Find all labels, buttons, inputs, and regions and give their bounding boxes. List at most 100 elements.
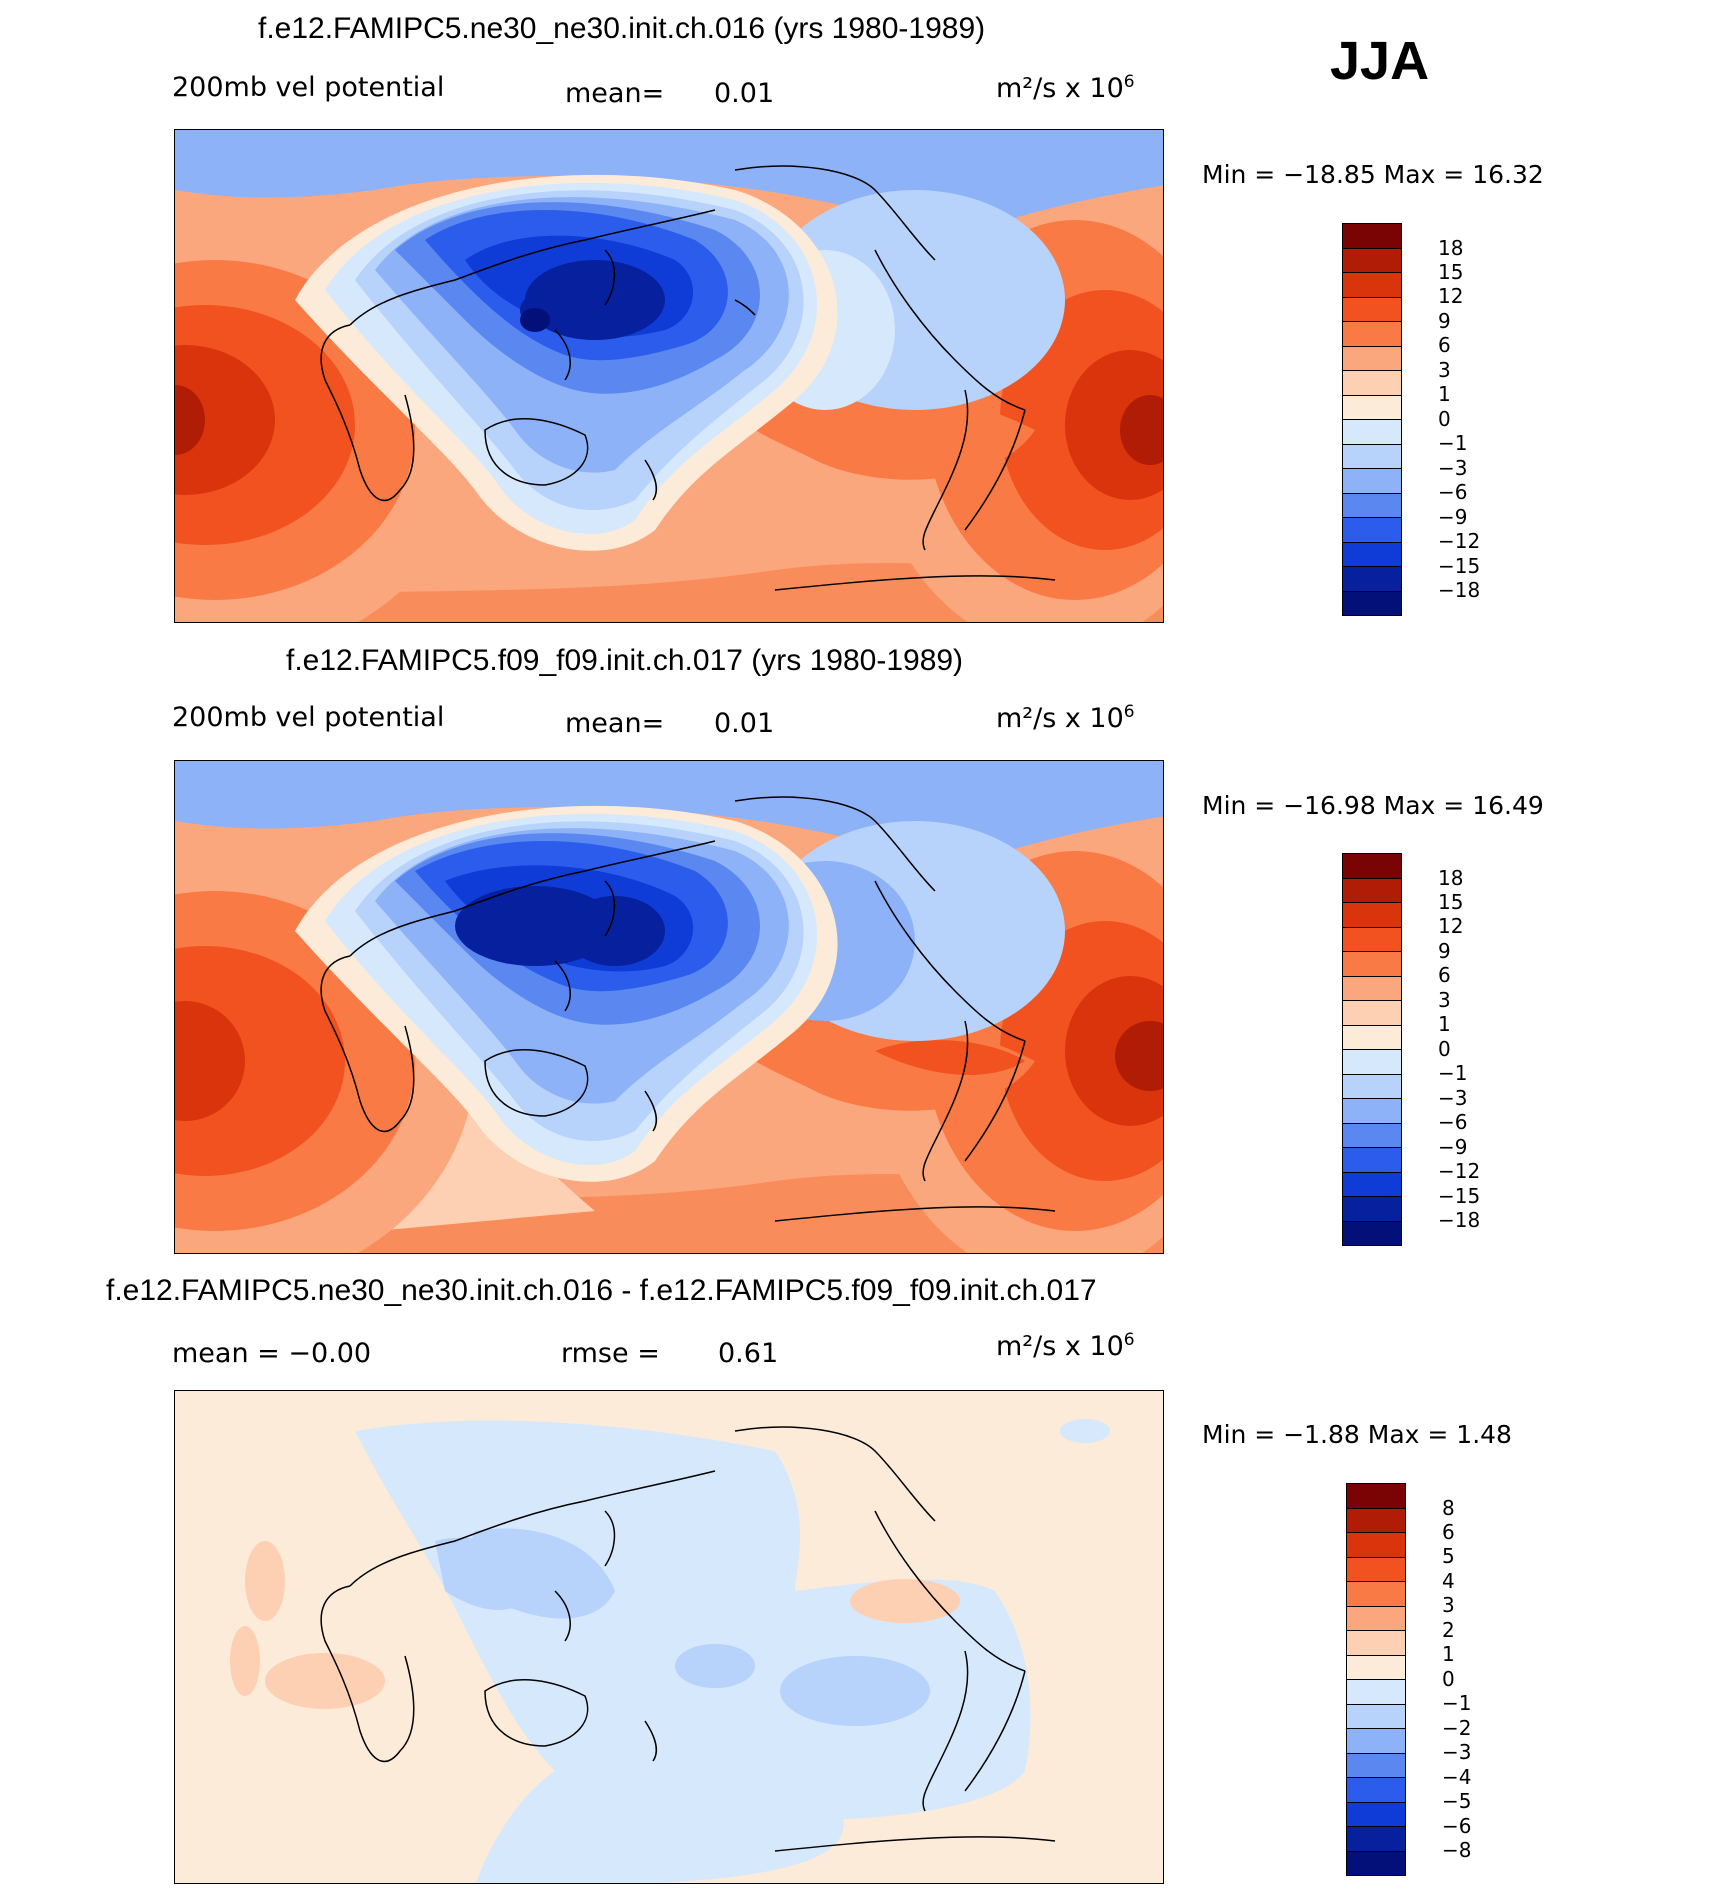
colorbar-label: −6 bbox=[1438, 480, 1468, 504]
colorbar-swatch bbox=[1342, 1049, 1402, 1075]
colorbar-swatch bbox=[1342, 1024, 1402, 1050]
panel2-units: m²/s x 106 bbox=[996, 702, 1135, 734]
colorbar-swatch bbox=[1346, 1532, 1406, 1558]
colorbar-swatch bbox=[1342, 1196, 1402, 1222]
colorbar-swatch bbox=[1346, 1850, 1406, 1876]
colorbar-label: 3 bbox=[1438, 358, 1451, 382]
colorbar-label: 3 bbox=[1442, 1593, 1455, 1617]
colorbar-swatch bbox=[1346, 1826, 1406, 1852]
panel2-title: f.e12.FAMIPC5.f09_f09.init.ch.017 (yrs 1… bbox=[286, 644, 964, 677]
panel1-colorbar: 18 15 12 9 6 3 1 0 −1 −3 −6 −9 −12 −15 −… bbox=[1342, 223, 1480, 616]
colorbar-swatch bbox=[1342, 926, 1402, 952]
colorbar-label: 5 bbox=[1442, 1544, 1455, 1568]
colorbar-label: −3 bbox=[1442, 1740, 1472, 1764]
colorbar-label: 6 bbox=[1438, 333, 1451, 357]
colorbar-label: −8 bbox=[1442, 1838, 1472, 1862]
colorbar-swatch bbox=[1346, 1728, 1406, 1754]
colorbar-swatch bbox=[1342, 272, 1402, 298]
colorbar-label: 18 bbox=[1438, 866, 1464, 890]
colorbar-label: 9 bbox=[1438, 309, 1451, 333]
colorbar-label: 0 bbox=[1442, 1667, 1455, 1691]
colorbar-swatch bbox=[1346, 1654, 1406, 1680]
colorbar-label: −6 bbox=[1442, 1814, 1472, 1838]
panel3-mean: mean = −0.00 bbox=[172, 1338, 372, 1369]
colorbar-swatch bbox=[1342, 1147, 1402, 1173]
colorbar-label: 3 bbox=[1438, 988, 1451, 1012]
panel1-title: f.e12.FAMIPC5.ne30_ne30.init.ch.016 (yrs… bbox=[258, 12, 986, 45]
colorbar-label: −15 bbox=[1438, 1184, 1481, 1208]
colorbar-swatch bbox=[1342, 419, 1402, 445]
colorbar-label: 18 bbox=[1438, 236, 1464, 260]
panel1-map bbox=[174, 129, 1164, 623]
panel3-rmse-value: 0.61 bbox=[718, 1338, 779, 1369]
colorbar-label: −15 bbox=[1438, 554, 1481, 578]
panel2-mean-label: mean= bbox=[565, 708, 665, 739]
panel2-variable-label: 200mb vel potential bbox=[172, 702, 445, 733]
colorbar-swatch bbox=[1342, 443, 1402, 469]
colorbar-label: 6 bbox=[1438, 963, 1451, 987]
panel1-mean-label: mean= bbox=[565, 78, 665, 109]
panel3-map bbox=[174, 1390, 1164, 1884]
panel2-mean-value: 0.01 bbox=[714, 708, 775, 739]
colorbar-swatch bbox=[1342, 877, 1402, 903]
colorbar-swatch bbox=[1346, 1556, 1406, 1582]
colorbar-label: 2 bbox=[1442, 1618, 1455, 1642]
colorbar-label: 1 bbox=[1442, 1642, 1455, 1666]
panel2-minmax: Min = −16.98 Max = 16.49 bbox=[1202, 791, 1544, 820]
colorbar-swatch bbox=[1342, 541, 1402, 567]
colorbar-label: −1 bbox=[1438, 1061, 1468, 1085]
colorbar-swatch bbox=[1342, 1171, 1402, 1197]
colorbar-label: −9 bbox=[1438, 1135, 1468, 1159]
colorbar-swatch bbox=[1342, 468, 1402, 494]
colorbar-swatch bbox=[1342, 370, 1402, 396]
panel1-minmax: Min = −18.85 Max = 16.32 bbox=[1202, 160, 1544, 189]
colorbar-label: 12 bbox=[1438, 914, 1464, 938]
panel3-rmse-label: rmse = bbox=[561, 1338, 660, 1369]
colorbar-label: −4 bbox=[1442, 1765, 1472, 1789]
panel1-variable-label: 200mb vel potential bbox=[172, 72, 445, 103]
colorbar-label: 1 bbox=[1438, 1012, 1451, 1036]
colorbar-swatch bbox=[1346, 1581, 1406, 1607]
colorbar-swatch bbox=[1346, 1801, 1406, 1827]
panel3-units: m²/s x 106 bbox=[996, 1330, 1135, 1362]
colorbar-label: 0 bbox=[1438, 407, 1451, 431]
colorbar-label: −9 bbox=[1438, 505, 1468, 529]
colorbar-swatch bbox=[1342, 1098, 1402, 1124]
panel2-colorbar: 18 15 12 9 6 3 1 0 −1 −3 −6 −9 −12 −15 −… bbox=[1342, 853, 1480, 1246]
colorbar-label: −6 bbox=[1438, 1110, 1468, 1134]
colorbar-swatch bbox=[1346, 1630, 1406, 1656]
panel2-map bbox=[174, 760, 1164, 1254]
colorbar-swatch bbox=[1342, 492, 1402, 518]
colorbar-swatch bbox=[1342, 345, 1402, 371]
season-label: JJA bbox=[1330, 31, 1430, 91]
colorbar-label: −1 bbox=[1442, 1691, 1472, 1715]
colorbar-label: −12 bbox=[1438, 529, 1481, 553]
colorbar-swatch bbox=[1346, 1752, 1406, 1778]
colorbar-label: −18 bbox=[1438, 1208, 1481, 1232]
colorbar-swatch bbox=[1346, 1777, 1406, 1803]
colorbar-label: 15 bbox=[1438, 890, 1464, 914]
colorbar-swatch bbox=[1342, 902, 1402, 928]
colorbar-swatch bbox=[1342, 975, 1402, 1001]
colorbar-swatch bbox=[1342, 321, 1402, 347]
panel1-units: m²/s x 106 bbox=[996, 72, 1135, 104]
panel3-colorbar: 8 6 5 4 3 2 1 0 −1 −2 −3 −4 −5 −6 −8 bbox=[1346, 1483, 1471, 1876]
colorbar-label: 0 bbox=[1438, 1037, 1451, 1061]
colorbar-swatch bbox=[1342, 951, 1402, 977]
colorbar-label: 4 bbox=[1442, 1569, 1455, 1593]
colorbar-label: 6 bbox=[1442, 1520, 1455, 1544]
colorbar-label: 1 bbox=[1438, 382, 1451, 406]
panel1-mean-value: 0.01 bbox=[714, 78, 775, 109]
colorbar-swatch bbox=[1346, 1483, 1406, 1509]
colorbar-label: −2 bbox=[1442, 1716, 1472, 1740]
colorbar-swatch bbox=[1342, 247, 1402, 273]
panel3-minmax: Min = −1.88 Max = 1.48 bbox=[1202, 1420, 1512, 1449]
colorbar-swatch bbox=[1346, 1679, 1406, 1705]
colorbar-swatch bbox=[1346, 1605, 1406, 1631]
panel3-title: f.e12.FAMIPC5.ne30_ne30.init.ch.016 - f.… bbox=[106, 1274, 1097, 1307]
colorbar-swatch bbox=[1346, 1703, 1406, 1729]
colorbar-swatch bbox=[1342, 517, 1402, 543]
colorbar-swatch bbox=[1342, 590, 1402, 616]
colorbar-label: −1 bbox=[1438, 431, 1468, 455]
colorbar-swatch bbox=[1342, 394, 1402, 420]
